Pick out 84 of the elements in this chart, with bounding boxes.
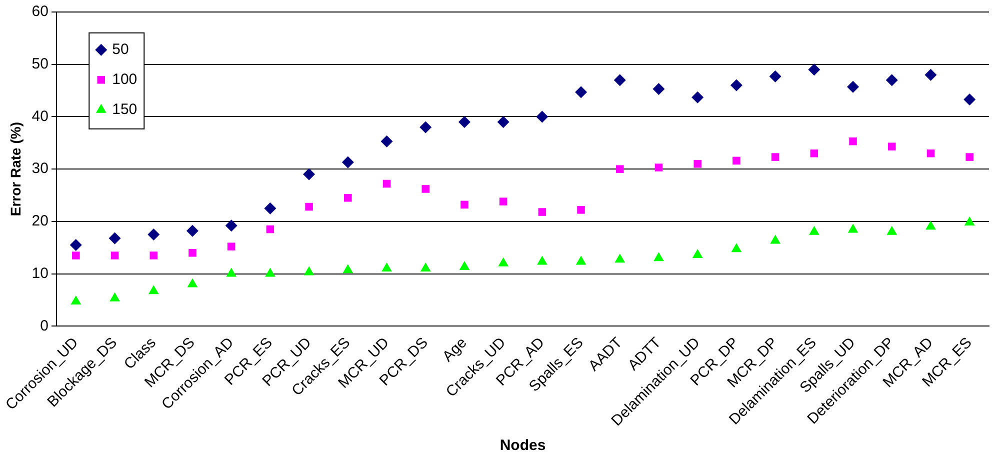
point: [420, 262, 431, 272]
point: [692, 248, 703, 258]
point: [538, 208, 546, 216]
x-axis-title: Nodes: [500, 437, 546, 454]
point: [769, 70, 782, 82]
point: [342, 156, 354, 168]
point: [304, 266, 314, 276]
point: [886, 74, 898, 86]
point: [654, 252, 664, 262]
point: [926, 220, 936, 230]
y-tick-label: 50: [32, 56, 48, 72]
point: [227, 242, 236, 250]
point: [888, 142, 896, 150]
point: [226, 268, 237, 277]
point: [731, 243, 742, 252]
point: [108, 232, 121, 244]
point: [72, 252, 80, 260]
point: [614, 74, 626, 86]
point: [924, 68, 937, 81]
point: [614, 254, 626, 263]
point: [652, 82, 665, 95]
point: [305, 202, 313, 211]
point: [187, 278, 198, 288]
point: [264, 268, 276, 277]
y-axis-title: Error Rate (%): [7, 122, 24, 216]
point: [847, 80, 860, 93]
legend-label: 50: [112, 40, 129, 58]
point: [70, 296, 82, 305]
point: [382, 262, 392, 272]
point: [964, 93, 976, 106]
point: [576, 256, 586, 265]
point: [303, 168, 316, 180]
point: [810, 149, 818, 158]
point: [382, 180, 391, 188]
point: [808, 226, 820, 235]
legend-label: 100: [112, 70, 138, 88]
point: [964, 216, 975, 226]
y-tick-label: 30: [32, 160, 48, 178]
y-tick-label: 60: [32, 3, 48, 20]
point: [458, 116, 470, 128]
point: [264, 202, 276, 214]
point: [110, 292, 120, 302]
point: [536, 110, 548, 123]
point: [966, 153, 974, 161]
point: [616, 165, 624, 173]
point: [420, 121, 432, 134]
point: [849, 137, 857, 146]
point: [460, 200, 468, 209]
point: [70, 238, 82, 251]
point: [459, 260, 470, 270]
point: [380, 135, 393, 148]
point: [148, 285, 159, 294]
point: [886, 226, 898, 235]
point: [536, 256, 548, 265]
point: [771, 153, 780, 161]
point: [694, 160, 702, 168]
y-tick-label: 40: [32, 108, 48, 125]
point: [692, 91, 704, 104]
point: [110, 252, 119, 260]
point: [654, 164, 663, 172]
point: [732, 156, 740, 165]
point: [188, 248, 196, 257]
legend-label: 150: [112, 100, 138, 118]
point: [266, 225, 274, 234]
y-tick-label: 0: [40, 317, 48, 334]
y-tick-label: 20: [32, 212, 48, 230]
point: [499, 198, 508, 206]
point: [808, 64, 820, 76]
point: [730, 79, 742, 92]
point: [148, 228, 160, 241]
point: [848, 224, 858, 233]
point: [342, 264, 354, 274]
point: [575, 86, 588, 98]
point: [770, 234, 780, 244]
point: [344, 194, 352, 202]
point: [926, 149, 935, 158]
point: [497, 116, 510, 128]
point: [150, 252, 158, 260]
point: [422, 185, 430, 193]
point: [577, 206, 585, 214]
y-tick-label: 10: [32, 264, 48, 282]
point: [225, 220, 238, 232]
point: [186, 224, 198, 237]
point: [498, 257, 509, 266]
